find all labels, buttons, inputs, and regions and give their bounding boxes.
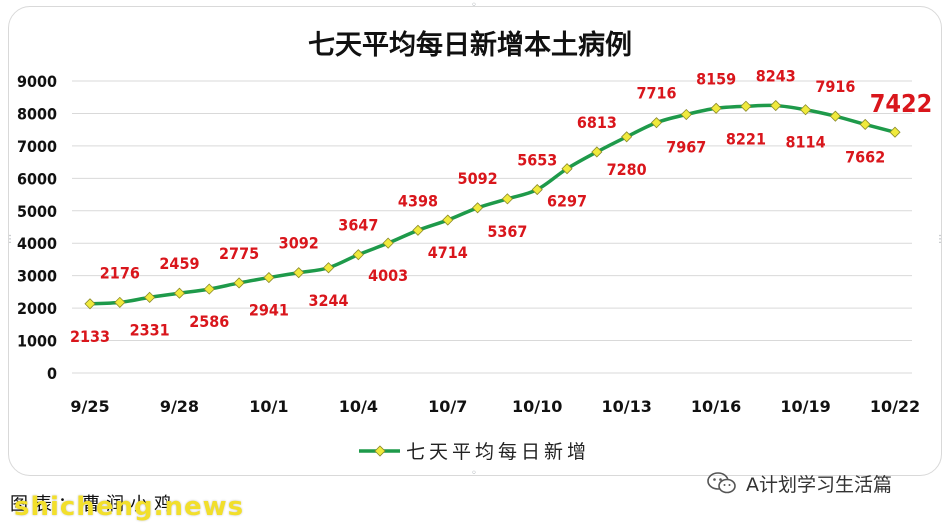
data-point xyxy=(591,146,603,158)
data-point xyxy=(203,283,215,295)
data-point xyxy=(442,214,454,226)
y-tick-label: 9000 xyxy=(17,72,57,91)
x-tick-label: 10/13 xyxy=(601,397,651,416)
resize-handle-bottom[interactable]: ◦ xyxy=(471,468,477,479)
series-line xyxy=(89,103,896,306)
y-tick-label: 7000 xyxy=(17,137,57,156)
data-label: 3244 xyxy=(308,291,348,310)
y-tick-label: 4000 xyxy=(17,234,57,253)
data-label: 5653 xyxy=(517,151,557,170)
data-point xyxy=(740,100,752,112)
data-label: 3647 xyxy=(338,216,378,235)
resize-handle-right[interactable]: ⋮ xyxy=(935,234,945,245)
data-point xyxy=(322,262,335,274)
x-tick-label: 10/19 xyxy=(780,397,830,416)
data-point xyxy=(710,102,722,114)
data-point xyxy=(770,99,782,112)
legend-marker-swatch xyxy=(374,445,386,457)
x-tick-label: 10/4 xyxy=(339,397,378,416)
data-label: 8159 xyxy=(696,69,736,88)
data-point xyxy=(173,287,186,299)
data-label: 2775 xyxy=(219,244,259,263)
data-label: 5092 xyxy=(458,169,498,188)
data-label: 4714 xyxy=(428,243,468,262)
data-point xyxy=(889,126,901,138)
data-point xyxy=(293,267,305,279)
x-tick-label: 10/10 xyxy=(512,397,562,416)
data-point xyxy=(561,163,573,175)
data-label: 6297 xyxy=(547,192,587,211)
account-watermark: A计划学习生活篇 xyxy=(706,470,892,496)
data-point xyxy=(472,202,484,214)
x-tick-label: 10/7 xyxy=(428,397,467,416)
chart-source-credit: 图表：曹润小鸡 xyxy=(10,494,178,515)
data-point xyxy=(412,224,424,236)
data-label: 2586 xyxy=(189,312,229,331)
data-label: 7422 xyxy=(870,89,933,118)
x-tick-label: 9/28 xyxy=(160,397,199,416)
data-point xyxy=(114,296,126,308)
resize-handle-top[interactable]: ◦ xyxy=(471,0,477,11)
data-label: 3092 xyxy=(279,234,319,253)
data-point xyxy=(233,277,245,289)
data-label: 7662 xyxy=(845,147,885,166)
data-label: 7716 xyxy=(636,84,676,103)
data-point xyxy=(531,184,543,196)
data-label: 4398 xyxy=(398,191,438,210)
data-point xyxy=(501,193,513,205)
data-label: 7916 xyxy=(815,77,855,96)
data-point xyxy=(829,110,841,122)
data-label: 2133 xyxy=(70,327,110,346)
data-label: 7967 xyxy=(666,138,706,157)
y-tick-label: 2000 xyxy=(17,299,57,318)
x-tick-label: 10/22 xyxy=(870,397,920,416)
data-label: 6813 xyxy=(577,113,617,132)
data-point xyxy=(144,291,156,303)
data-label: 2941 xyxy=(249,301,289,320)
data-label: 4003 xyxy=(368,266,408,285)
x-tick-label: 10/1 xyxy=(249,397,288,416)
data-label: 2176 xyxy=(100,263,140,282)
data-point xyxy=(799,104,812,116)
data-label: 8243 xyxy=(756,67,796,86)
x-tick-label: 9/25 xyxy=(70,397,109,416)
data-label: 2459 xyxy=(159,254,199,273)
data-point xyxy=(84,298,96,310)
data-label: 5367 xyxy=(487,222,527,241)
legend-label: 七天平均每日新增 xyxy=(406,441,590,463)
data-label: 8114 xyxy=(786,133,826,152)
data-label: 7280 xyxy=(607,160,647,179)
chart-frame: ◦ ◦ ⋮ ⋮ xyxy=(5,1,945,479)
wechat-icon xyxy=(707,472,736,494)
y-tick-label: 5000 xyxy=(17,202,57,221)
y-tick-label: 8000 xyxy=(17,104,57,123)
data-point xyxy=(352,249,364,261)
account-watermark-text: A计划学习生活篇 xyxy=(746,473,892,496)
site-watermark: shicheng.news xyxy=(14,492,245,522)
y-tick-label: 0 xyxy=(47,364,57,383)
data-point xyxy=(621,131,633,143)
data-point xyxy=(263,272,275,284)
data-label: 2331 xyxy=(130,320,170,339)
data-point xyxy=(680,108,692,121)
data-label: 8221 xyxy=(726,129,766,148)
y-tick-label: 3000 xyxy=(17,267,57,286)
y-tick-label: 6000 xyxy=(17,169,57,188)
x-tick-label: 10/16 xyxy=(691,397,741,416)
y-tick-label: 1000 xyxy=(17,332,57,351)
data-point xyxy=(859,118,871,130)
data-point xyxy=(382,237,394,249)
chart-title: 七天平均每日新增本土病例 xyxy=(308,29,632,61)
resize-handle-left[interactable]: ⋮ xyxy=(5,234,15,245)
data-point xyxy=(650,117,663,129)
